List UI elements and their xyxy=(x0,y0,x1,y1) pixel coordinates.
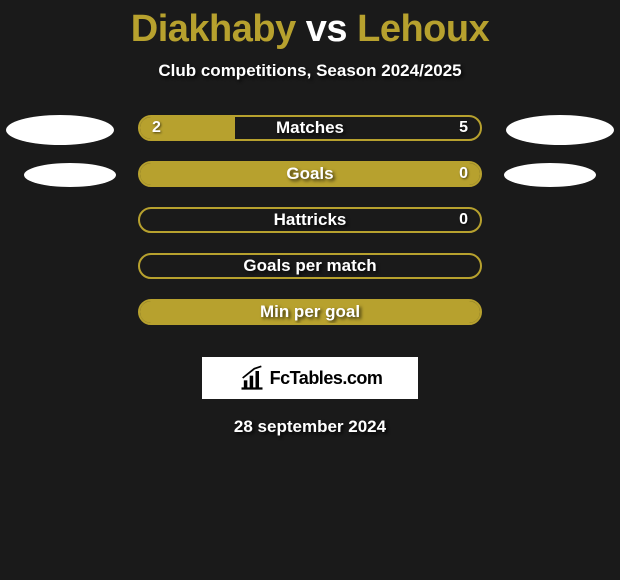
stat-label: Goals per match xyxy=(243,256,376,276)
stat-label: Goals xyxy=(286,164,333,184)
logo-text: FcTables.com xyxy=(270,368,383,389)
stat-row: 0 Hattricks xyxy=(0,203,620,249)
bar-chart-icon xyxy=(238,364,266,392)
avatar-placeholder-left xyxy=(24,163,116,187)
stat-value-right: 5 xyxy=(459,119,468,137)
stat-label: Min per goal xyxy=(260,302,360,322)
subtitle: Club competitions, Season 2024/2025 xyxy=(0,61,620,81)
avatar-placeholder-right xyxy=(506,115,614,145)
stat-value-left: 2 xyxy=(152,119,161,137)
stat-bar-track: 2 5 Matches xyxy=(138,115,482,141)
comparison-title: Diakhaby vs Lehoux xyxy=(0,0,620,51)
avatar-placeholder-right xyxy=(504,163,596,187)
stat-label: Hattricks xyxy=(274,210,347,230)
vs-text: vs xyxy=(306,8,347,50)
stat-value-right: 0 xyxy=(459,165,468,183)
stat-row: Goals per match xyxy=(0,249,620,295)
stat-value-right: 0 xyxy=(459,211,468,229)
stat-row: Min per goal xyxy=(0,295,620,341)
stat-bar-track: 0 Goals xyxy=(138,161,482,187)
stat-label: Matches xyxy=(276,118,344,138)
date-text: 28 september 2024 xyxy=(0,417,620,437)
stat-bar-track: Min per goal xyxy=(138,299,482,325)
stats-area: 2 5 Matches 0 Goals 0 Hattricks Goals per match… xyxy=(0,111,620,341)
player1-name: Diakhaby xyxy=(131,8,296,50)
stat-row: 0 Goals xyxy=(0,157,620,203)
stat-bar-track: Goals per match xyxy=(138,253,482,279)
avatar-placeholder-left xyxy=(6,115,114,145)
stat-row: 2 5 Matches xyxy=(0,111,620,157)
stat-bar-track: 0 Hattricks xyxy=(138,207,482,233)
player2-name: Lehoux xyxy=(357,8,489,50)
logo-box: FcTables.com xyxy=(202,357,418,399)
